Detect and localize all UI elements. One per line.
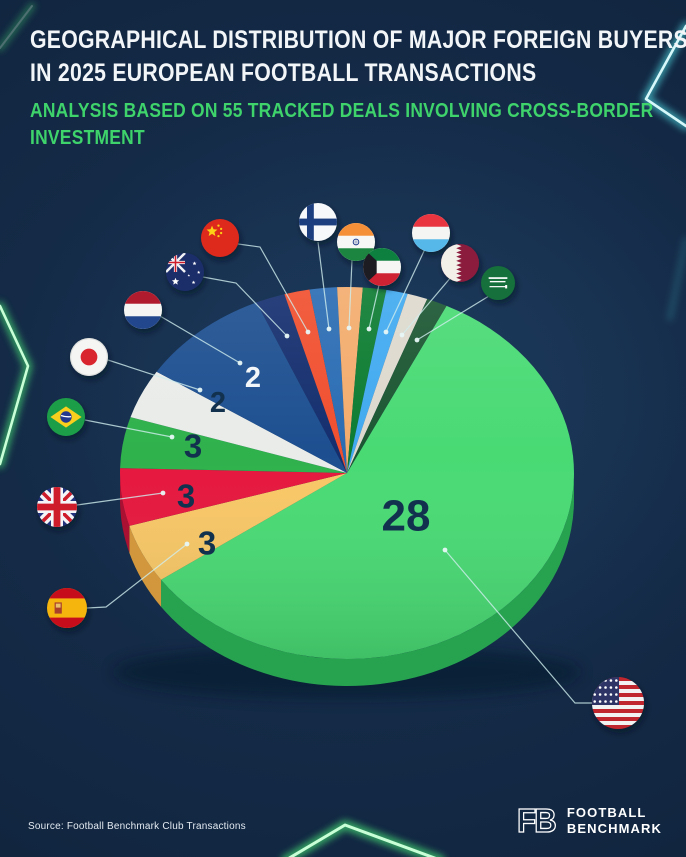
leader-dot-spain bbox=[184, 541, 190, 547]
finland-flag bbox=[299, 203, 337, 241]
leader-line-netherlands bbox=[159, 315, 241, 364]
value-label-brazil: 3 bbox=[184, 428, 202, 465]
leader-line-spain bbox=[86, 543, 188, 609]
spain-flag bbox=[47, 588, 87, 628]
neon-decoration-right-edge bbox=[667, 237, 686, 321]
leader-line-uk bbox=[76, 492, 164, 506]
leader-line-india bbox=[348, 259, 353, 329]
usa-flag bbox=[592, 677, 644, 729]
neon-decoration-top-right-chevron bbox=[641, 21, 686, 131]
value-label-japan: 2 bbox=[210, 387, 226, 419]
leader-line-finland bbox=[317, 241, 330, 330]
pie-sheen bbox=[120, 287, 574, 659]
japan-flag bbox=[70, 338, 108, 376]
leader-dot-india bbox=[346, 325, 352, 331]
leader-line-japan bbox=[107, 359, 201, 391]
leader-dot-china bbox=[305, 329, 311, 335]
netherlands-flag bbox=[124, 291, 162, 329]
brand-line-2: BENCHMARK bbox=[566, 821, 662, 836]
leader-dot-netherlands bbox=[237, 360, 243, 366]
australia-flag bbox=[166, 253, 204, 291]
football-benchmark-logo: FB bbox=[516, 802, 558, 840]
leader-line-brazil bbox=[84, 419, 173, 438]
leader-dot-qatar bbox=[399, 332, 405, 338]
neon-decoration-left-chevron bbox=[0, 301, 33, 469]
title-line-1: GEOGRAPHICAL DISTRIBUTION OF MAJOR FOREI… bbox=[30, 26, 686, 54]
leader-dot-kuwait bbox=[366, 326, 372, 332]
value-label-uk: 3 bbox=[177, 478, 195, 515]
header: GEOGRAPHICAL DISTRIBUTION OF MAJOR FOREI… bbox=[30, 24, 686, 151]
title-line-2: IN 2025 EUROPEAN FOOTBALL TRANSACTIONS bbox=[30, 59, 537, 87]
china-flag bbox=[201, 219, 239, 257]
subtitle-line-1: ANALYSIS BASED ON 55 TRACKED DEALS INVOL… bbox=[30, 99, 654, 122]
neon-decoration-top-left-corner bbox=[0, 2, 36, 52]
source-note: Source: Football Benchmark Club Transact… bbox=[28, 821, 246, 832]
leader-line-china bbox=[237, 243, 309, 333]
leader-line-qatar bbox=[401, 275, 453, 336]
uk-flag bbox=[37, 487, 77, 527]
qatar-flag bbox=[441, 244, 479, 282]
leader-dot-japan bbox=[197, 387, 203, 393]
value-label-spain: 3 bbox=[198, 525, 216, 562]
luxembourg-flag bbox=[412, 214, 450, 252]
pie-slice-side-spain bbox=[129, 525, 162, 607]
value-label-netherlands: 2 bbox=[245, 362, 261, 394]
neon-decoration-bottom-peak bbox=[282, 820, 444, 857]
leader-dot-finland bbox=[326, 326, 332, 332]
pie-slice-side-usa bbox=[161, 473, 575, 687]
leader-line-australia bbox=[202, 276, 288, 337]
leader-line-kuwait bbox=[368, 284, 380, 330]
saudi-arabia-flag bbox=[481, 266, 515, 300]
page-title: GEOGRAPHICAL DISTRIBUTION OF MAJOR FOREI… bbox=[30, 24, 686, 90]
logo-glyph: FB bbox=[517, 802, 556, 839]
leader-dot-usa bbox=[442, 547, 448, 553]
brand-wordmark: FOOTBALL BENCHMARK bbox=[567, 805, 662, 837]
value-label-usa: 28 bbox=[382, 492, 431, 541]
leader-line-luxembourg bbox=[385, 248, 426, 333]
kuwait-flag bbox=[363, 248, 401, 286]
leader-dot-saudi bbox=[414, 337, 420, 343]
leader-line-saudi bbox=[416, 295, 490, 341]
leader-dot-brazil bbox=[169, 434, 175, 440]
pie-slice-side-uk bbox=[120, 473, 130, 553]
leader-dot-uk bbox=[160, 490, 166, 496]
leader-dot-australia bbox=[284, 333, 290, 339]
leader-dot-luxembourg bbox=[383, 329, 389, 335]
brazil-flag bbox=[47, 398, 85, 436]
page-subtitle: ANALYSIS BASED ON 55 TRACKED DEALS INVOL… bbox=[30, 97, 656, 151]
leader-line-usa bbox=[444, 549, 593, 704]
subtitle-line-2: INVESTMENT bbox=[30, 126, 145, 149]
brand-line-1: FOOTBALL bbox=[566, 805, 647, 820]
footer-brand: FB FOOTBALL BENCHMARK bbox=[516, 801, 662, 841]
